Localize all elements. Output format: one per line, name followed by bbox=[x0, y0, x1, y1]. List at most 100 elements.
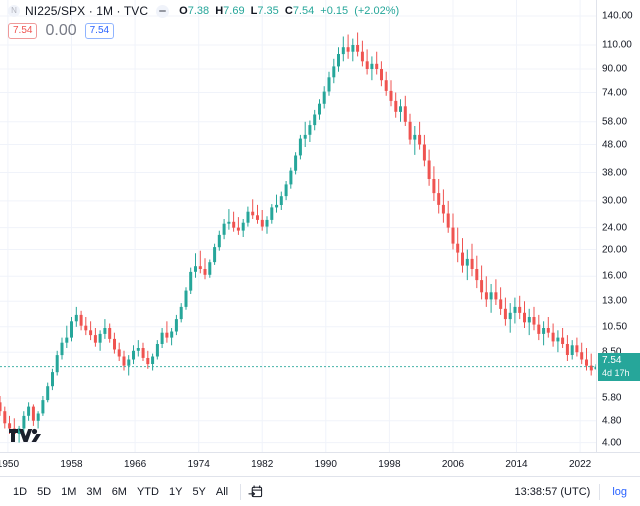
price-axis-tick: 5.80 bbox=[602, 392, 622, 404]
legend-symbol-row: N NI225/SPX · 1M · TVC O7.38 H7.69 L7.35… bbox=[8, 3, 608, 19]
candle bbox=[499, 287, 503, 315]
close-label: C bbox=[284, 5, 293, 17]
low-value: 7.35 bbox=[257, 5, 279, 17]
candle bbox=[256, 204, 259, 224]
time-axis-tick: 1990 bbox=[314, 459, 337, 470]
range-button-1m[interactable]: 1M bbox=[61, 485, 77, 498]
candle bbox=[265, 216, 269, 234]
ohlc-values: O7.38 H7.69 L7.35 C7.54 +0.15 (+2.02%) bbox=[179, 5, 402, 17]
price-axis-tick: 8.50 bbox=[602, 347, 621, 358]
candle bbox=[356, 32, 360, 57]
price-axis-tick: 58.00 bbox=[602, 116, 628, 128]
symbol-title[interactable]: NI225/SPX · 1M · TVC bbox=[25, 4, 149, 18]
candle bbox=[537, 314, 541, 341]
candle bbox=[465, 249, 469, 281]
candle bbox=[275, 194, 279, 213]
range-button-1d[interactable]: 1D bbox=[13, 485, 28, 498]
candle bbox=[236, 217, 240, 235]
candle bbox=[227, 209, 231, 230]
candle bbox=[79, 310, 83, 331]
candle bbox=[575, 337, 579, 357]
range-button-5y[interactable]: 5Y bbox=[192, 485, 206, 498]
legend-badge-row: 7.54 0.00 7.54 bbox=[8, 22, 608, 39]
hide-series-icon[interactable] bbox=[156, 4, 170, 18]
price-axis-tick: 38.00 bbox=[602, 167, 628, 178]
candle bbox=[141, 342, 145, 361]
candle bbox=[480, 265, 484, 300]
price-axis-tick: 74.00 bbox=[602, 87, 628, 98]
candlestick-svg bbox=[0, 0, 596, 452]
time-axis[interactable]: 1950 1958 1966 1974 1982 1990 1998 2006 2014 2022 bbox=[0, 452, 640, 476]
candle bbox=[0, 396, 2, 416]
log-scale-toggle[interactable]: log bbox=[612, 485, 627, 498]
candle bbox=[27, 402, 31, 421]
time-axis-tick: 1966 bbox=[123, 459, 147, 470]
range-button-ytd[interactable]: YTD bbox=[136, 485, 159, 498]
clock-label: 13:38:57 (UTC) bbox=[514, 485, 591, 498]
symbol-logo-icon: N bbox=[8, 5, 20, 17]
candle bbox=[55, 350, 59, 376]
change-value: +0.15 bbox=[320, 5, 349, 17]
candle bbox=[279, 191, 283, 210]
toolbar-divider bbox=[240, 483, 242, 500]
time-axis-tick: 2014 bbox=[505, 459, 528, 470]
candle bbox=[289, 167, 293, 189]
price-axis-tick: 24.00 bbox=[602, 222, 628, 234]
candle bbox=[136, 340, 140, 357]
candle bbox=[22, 411, 26, 434]
candle bbox=[513, 297, 517, 324]
candle bbox=[494, 279, 498, 305]
candle bbox=[389, 80, 393, 107]
candle bbox=[456, 227, 460, 263]
badge-blue-value[interactable]: 7.54 bbox=[84, 23, 115, 39]
candle bbox=[241, 219, 245, 237]
candle bbox=[284, 181, 288, 201]
candle bbox=[213, 243, 217, 265]
candle bbox=[270, 204, 274, 224]
candle bbox=[294, 152, 298, 175]
candle bbox=[308, 120, 312, 142]
open-value: 7.38 bbox=[187, 5, 210, 17]
badge-red-value[interactable]: 7.54 bbox=[8, 23, 38, 39]
candle bbox=[17, 425, 21, 443]
candle bbox=[65, 325, 69, 348]
candle bbox=[36, 411, 40, 429]
range-button-6m[interactable]: 6M bbox=[111, 485, 127, 498]
candle bbox=[441, 189, 445, 223]
candle bbox=[74, 306, 78, 327]
high-label: H bbox=[215, 5, 224, 17]
range-button-all[interactable]: All bbox=[215, 485, 229, 498]
candle bbox=[146, 350, 150, 369]
candle bbox=[542, 321, 546, 346]
candle bbox=[70, 317, 73, 342]
price-axis-tick: 110.00 bbox=[602, 39, 632, 51]
time-axis-tick: 2006 bbox=[441, 459, 465, 470]
candle bbox=[413, 126, 417, 155]
candle bbox=[399, 99, 402, 122]
goto-date-icon[interactable] bbox=[248, 484, 263, 499]
candle bbox=[165, 321, 169, 343]
candle bbox=[546, 317, 550, 338]
candle bbox=[108, 323, 112, 343]
candle bbox=[446, 200, 450, 233]
price-axis-tick: 4.80 bbox=[602, 415, 622, 427]
toolbar-divider-right bbox=[599, 483, 601, 500]
bar-countdown: 4d 17h bbox=[602, 367, 630, 378]
range-button-3m[interactable]: 3M bbox=[86, 485, 102, 498]
high-value: 7.69 bbox=[223, 5, 245, 17]
candle bbox=[422, 134, 426, 167]
price-axis-tick: 20.00 bbox=[602, 244, 628, 255]
current-price-badge[interactable]: 7.54 4d 17h bbox=[598, 352, 640, 381]
candle bbox=[179, 303, 183, 323]
price-axis-tick: 30.00 bbox=[602, 195, 628, 207]
range-button-1y[interactable]: 1Y bbox=[168, 485, 183, 498]
range-button-5d[interactable]: 5D bbox=[37, 485, 52, 498]
candle bbox=[113, 332, 116, 354]
chart-plot-area[interactable] bbox=[0, 0, 596, 452]
candle bbox=[403, 95, 407, 126]
candle bbox=[565, 335, 569, 361]
price-axis[interactable]: 140.00 110.00 90.00 74.00 58.00 48.00 38.00 30.… bbox=[596, 0, 640, 452]
candle bbox=[184, 287, 188, 310]
candle bbox=[394, 92, 398, 118]
candle bbox=[351, 38, 355, 62]
